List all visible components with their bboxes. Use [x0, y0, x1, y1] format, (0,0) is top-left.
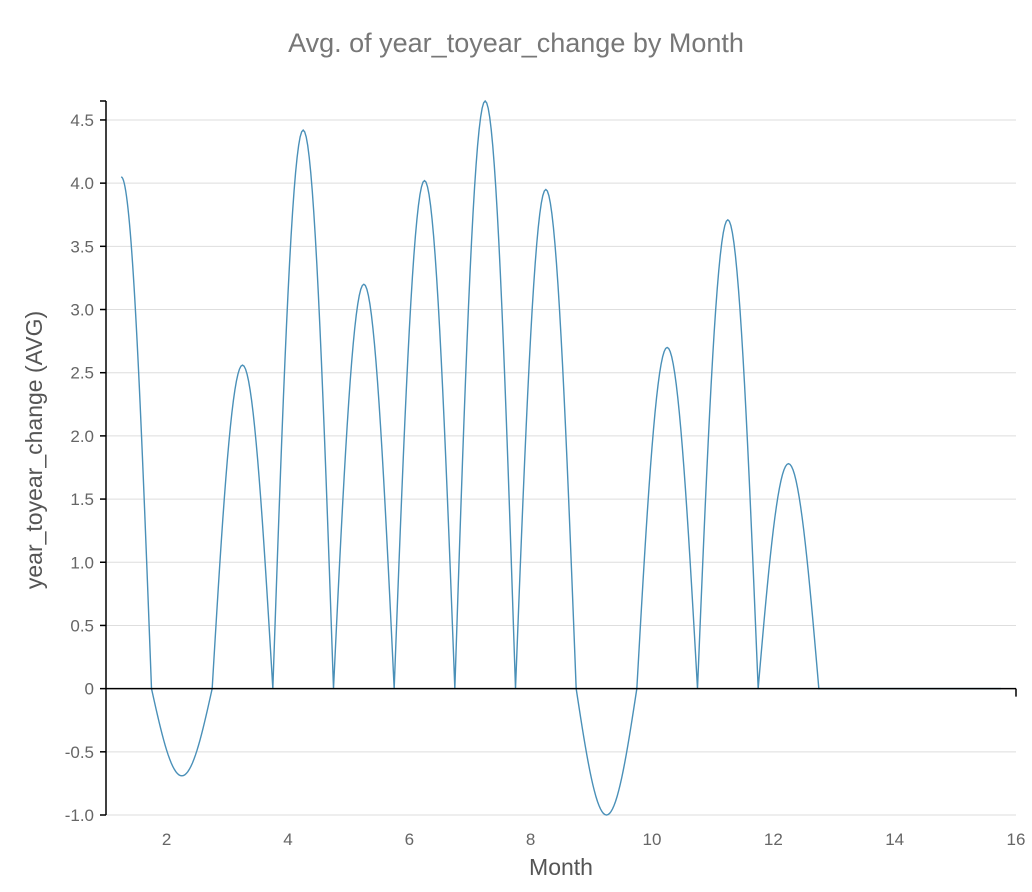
y-tick-label: -0.5: [65, 743, 94, 762]
y-axis-ticks: -1.0 -0.5 0 0.5 1.0 1.5 2.0 2.5 3.0 3.5 4.0 4.5: [65, 111, 106, 825]
series-line: [120, 99, 1001, 816]
x-tick-label: 2: [162, 830, 171, 849]
y-tick-label: 2.5: [70, 364, 94, 383]
x-axis-ticks: 2 4 6 8 10 12 14 16: [162, 830, 1026, 849]
y-tick-label: 1.5: [70, 490, 94, 509]
y-tick-label: 4.5: [70, 111, 94, 130]
x-tick-label: 8: [526, 830, 535, 849]
y-axis-title: year_toyear_change (AVG): [21, 311, 47, 589]
y-tick-label: 3.5: [70, 237, 94, 256]
x-tick-label: 10: [643, 830, 662, 849]
x-tick-label: 6: [405, 830, 414, 849]
grid-lines: [106, 119, 1016, 816]
x-tick-label: 4: [283, 830, 292, 849]
y-tick-label: 0.5: [70, 616, 94, 635]
y-tick-label: 1.0: [70, 553, 94, 572]
y-tick-label: 3.0: [70, 301, 94, 320]
x-tick-label: 16: [1007, 830, 1026, 849]
y-tick-label: 4.0: [70, 174, 94, 193]
series-layer: [120, 99, 1001, 816]
x-axis-title: Month: [529, 854, 593, 880]
y-tick-label: 2.0: [70, 427, 94, 446]
chart-title: Avg. of year_toyear_change by Month: [288, 28, 744, 58]
x-tick-label: 14: [885, 830, 904, 849]
x-tick-label: 12: [764, 830, 783, 849]
axes: [100, 100, 1017, 815]
y-tick-label: 0: [85, 680, 94, 699]
y-tick-label: -1.0: [65, 806, 94, 825]
